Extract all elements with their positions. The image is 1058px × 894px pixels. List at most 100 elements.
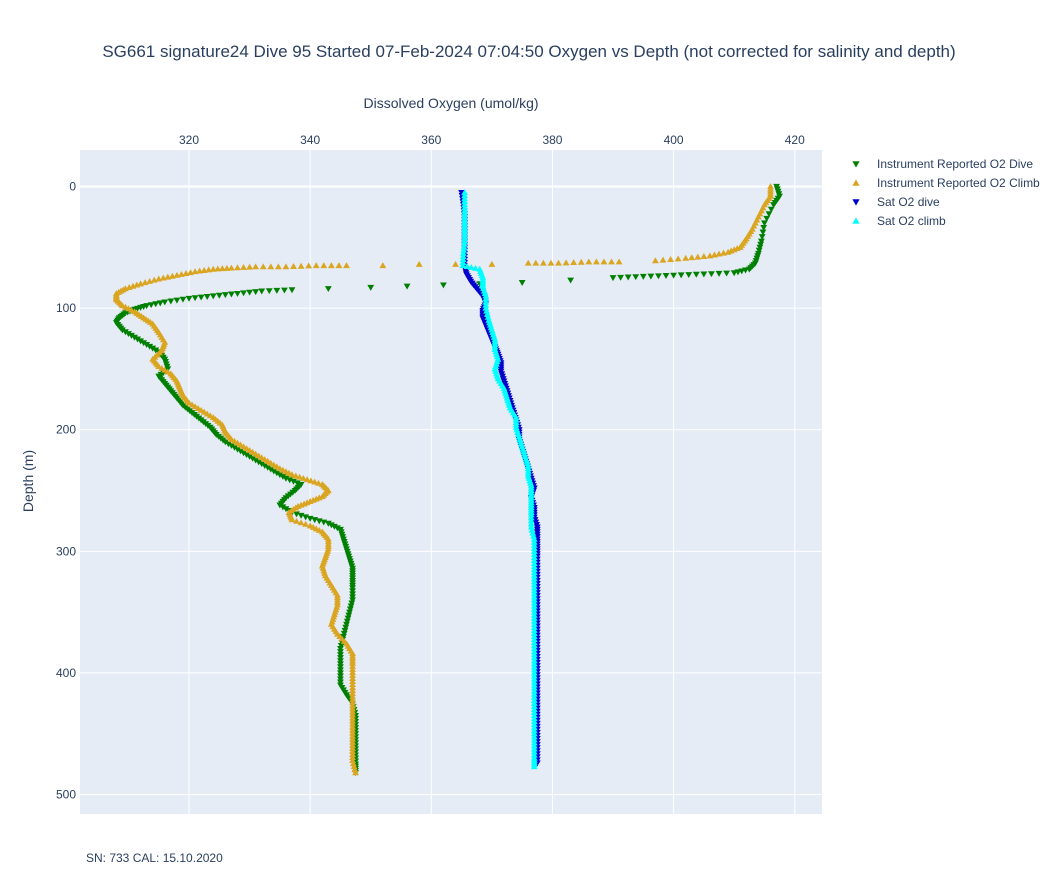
triangle-up-icon xyxy=(852,217,860,224)
data-point xyxy=(530,706,538,712)
data-point xyxy=(302,514,310,521)
data-point xyxy=(315,479,322,486)
data-point xyxy=(694,253,702,260)
legend[interactable]: Instrument Reported O2 Dive Instrument Re… xyxy=(852,157,1040,228)
data-point xyxy=(459,262,467,269)
data-point xyxy=(467,263,475,270)
data-point xyxy=(337,667,344,674)
data-point xyxy=(349,717,356,724)
data-point xyxy=(530,678,538,685)
data-point xyxy=(243,452,250,459)
data-point xyxy=(530,544,538,551)
data-point xyxy=(460,249,467,256)
legend-label: Instrument Reported O2 Dive xyxy=(877,157,1033,171)
data-point xyxy=(252,457,260,464)
series-instrument-reported-o2-dive xyxy=(112,183,783,777)
data-point xyxy=(472,264,479,271)
legend-item[interactable]: Sat O2 climb xyxy=(852,214,946,228)
data-point xyxy=(530,538,538,545)
legend-item[interactable]: Instrument Reported O2 Climb xyxy=(852,176,1040,190)
data-point xyxy=(146,277,154,284)
data-point xyxy=(293,517,300,524)
x-tick-label: 340 xyxy=(300,133,320,147)
data-point xyxy=(299,474,307,481)
data-point xyxy=(349,744,356,751)
data-point xyxy=(761,220,768,227)
data-point xyxy=(349,665,356,672)
data-point xyxy=(349,684,356,691)
data-point xyxy=(348,600,356,607)
data-point xyxy=(757,241,765,248)
triangle-down-icon xyxy=(852,199,860,206)
legend-label: Sat O2 dive xyxy=(877,195,940,209)
data-point xyxy=(279,504,287,511)
legend-item[interactable]: Instrument Reported O2 Dive xyxy=(852,157,1033,171)
data-point xyxy=(173,297,181,304)
data-point xyxy=(530,584,538,591)
data-point xyxy=(720,249,727,256)
data-point xyxy=(337,661,344,668)
data-point xyxy=(724,248,732,255)
x-tick-label: 380 xyxy=(542,133,562,147)
data-point xyxy=(759,229,767,236)
data-point xyxy=(708,271,715,278)
data-point xyxy=(324,520,332,527)
data-point xyxy=(122,329,129,336)
data-point xyxy=(530,687,538,694)
data-point xyxy=(659,256,667,263)
data-point xyxy=(530,696,538,703)
data-point xyxy=(349,591,356,598)
data-point xyxy=(662,273,670,279)
data-point xyxy=(530,605,538,612)
data-point xyxy=(530,626,538,633)
data-point xyxy=(292,472,300,479)
data-point xyxy=(234,446,241,453)
data-point xyxy=(530,557,538,563)
x-tick-label: 420 xyxy=(785,133,805,147)
data-point xyxy=(440,282,447,289)
data-point xyxy=(349,675,356,681)
data-point xyxy=(555,259,562,266)
data-point xyxy=(530,663,538,670)
data-point xyxy=(178,270,185,277)
data-point xyxy=(530,639,538,646)
chart-title: SG661 signature24 Dive 95 Started 07-Feb… xyxy=(102,42,955,61)
data-point xyxy=(652,257,659,264)
data-point xyxy=(530,721,538,728)
data-point xyxy=(218,265,226,272)
data-point xyxy=(335,262,343,269)
data-point xyxy=(282,263,290,270)
footer-serial-calibration: SN: 733 CAL: 15.10.2020 xyxy=(86,851,223,865)
data-point xyxy=(267,466,275,473)
data-point xyxy=(530,617,538,624)
data-point xyxy=(327,522,335,529)
data-point xyxy=(530,672,538,679)
data-point xyxy=(530,745,538,752)
data-point xyxy=(730,270,738,277)
data-point xyxy=(246,289,253,296)
data-point xyxy=(149,345,157,352)
data-point xyxy=(530,623,538,630)
data-point xyxy=(143,342,151,348)
data-point xyxy=(527,517,535,524)
data-point xyxy=(234,290,241,297)
data-point xyxy=(482,298,490,305)
data-point xyxy=(297,519,305,526)
data-point xyxy=(276,472,284,479)
data-point xyxy=(173,271,181,278)
data-point xyxy=(530,733,538,740)
data-point xyxy=(758,238,765,245)
data-point xyxy=(530,660,538,667)
data-point xyxy=(667,256,674,263)
legend-item[interactable]: Sat O2 dive xyxy=(852,195,940,209)
data-point xyxy=(530,730,538,737)
data-point xyxy=(349,747,356,754)
data-point xyxy=(286,477,294,484)
data-point xyxy=(530,693,538,700)
data-point xyxy=(288,471,296,478)
data-point xyxy=(182,270,190,276)
data-point xyxy=(349,714,356,721)
data-point xyxy=(119,327,126,334)
data-point xyxy=(530,718,538,725)
data-point xyxy=(146,343,154,350)
